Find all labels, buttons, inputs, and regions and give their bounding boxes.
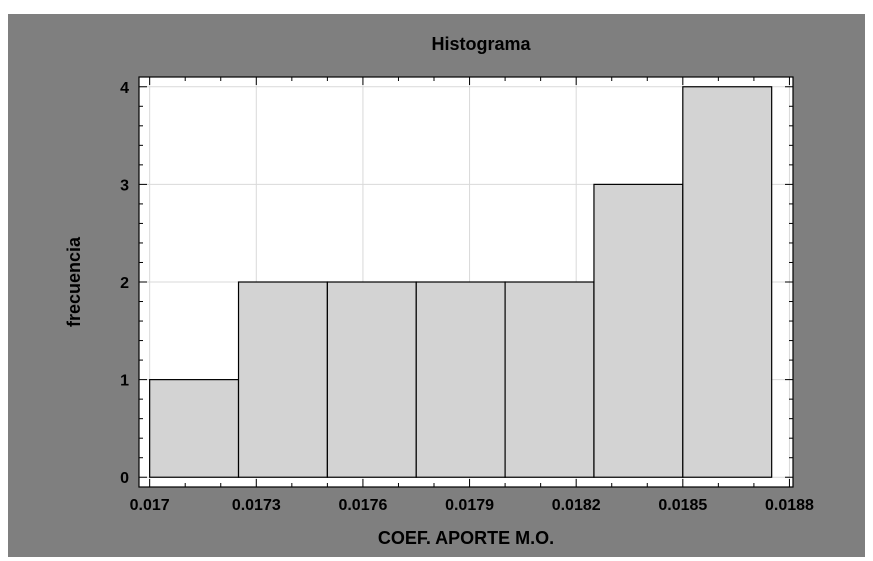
x-tick-label: 0.0179 bbox=[445, 497, 494, 514]
y-tick-label: 2 bbox=[120, 275, 129, 292]
y-tick-label: 4 bbox=[120, 80, 129, 97]
x-tick-label: 0.0176 bbox=[338, 497, 387, 514]
histogram-bars bbox=[149, 86, 773, 478]
x-tick-label: 0.0185 bbox=[658, 497, 707, 514]
x-tick-label: 0.017 bbox=[130, 497, 170, 514]
histogram-bar bbox=[682, 86, 773, 478]
histogram-bar bbox=[593, 183, 684, 478]
chart-title: Histograma bbox=[431, 34, 531, 54]
histogram-bar bbox=[504, 281, 595, 478]
x-axis-label: COEF. APORTE M.O. bbox=[378, 528, 554, 548]
histogram-bar bbox=[237, 281, 328, 478]
x-tick-label: 0.0173 bbox=[232, 497, 281, 514]
axis-ticks bbox=[139, 77, 793, 487]
x-tick-label: 0.0188 bbox=[765, 497, 814, 514]
y-tick-label: 0 bbox=[120, 470, 129, 487]
x-tick-labels: 0.017 0.0173 0.0176 0.0179 0.0182 0.0185 0.018… bbox=[130, 497, 814, 514]
y-tick-label: 1 bbox=[120, 373, 129, 390]
y-axis-label: frecuencia bbox=[64, 236, 84, 327]
y-tick-labels: 0 1 2 3 4 bbox=[120, 80, 129, 487]
y-tick-label: 3 bbox=[120, 177, 129, 194]
histogram-bar bbox=[415, 281, 506, 478]
histogram-bar bbox=[326, 281, 417, 478]
x-tick-label: 0.0182 bbox=[552, 497, 601, 514]
histogram-bar bbox=[149, 379, 240, 478]
